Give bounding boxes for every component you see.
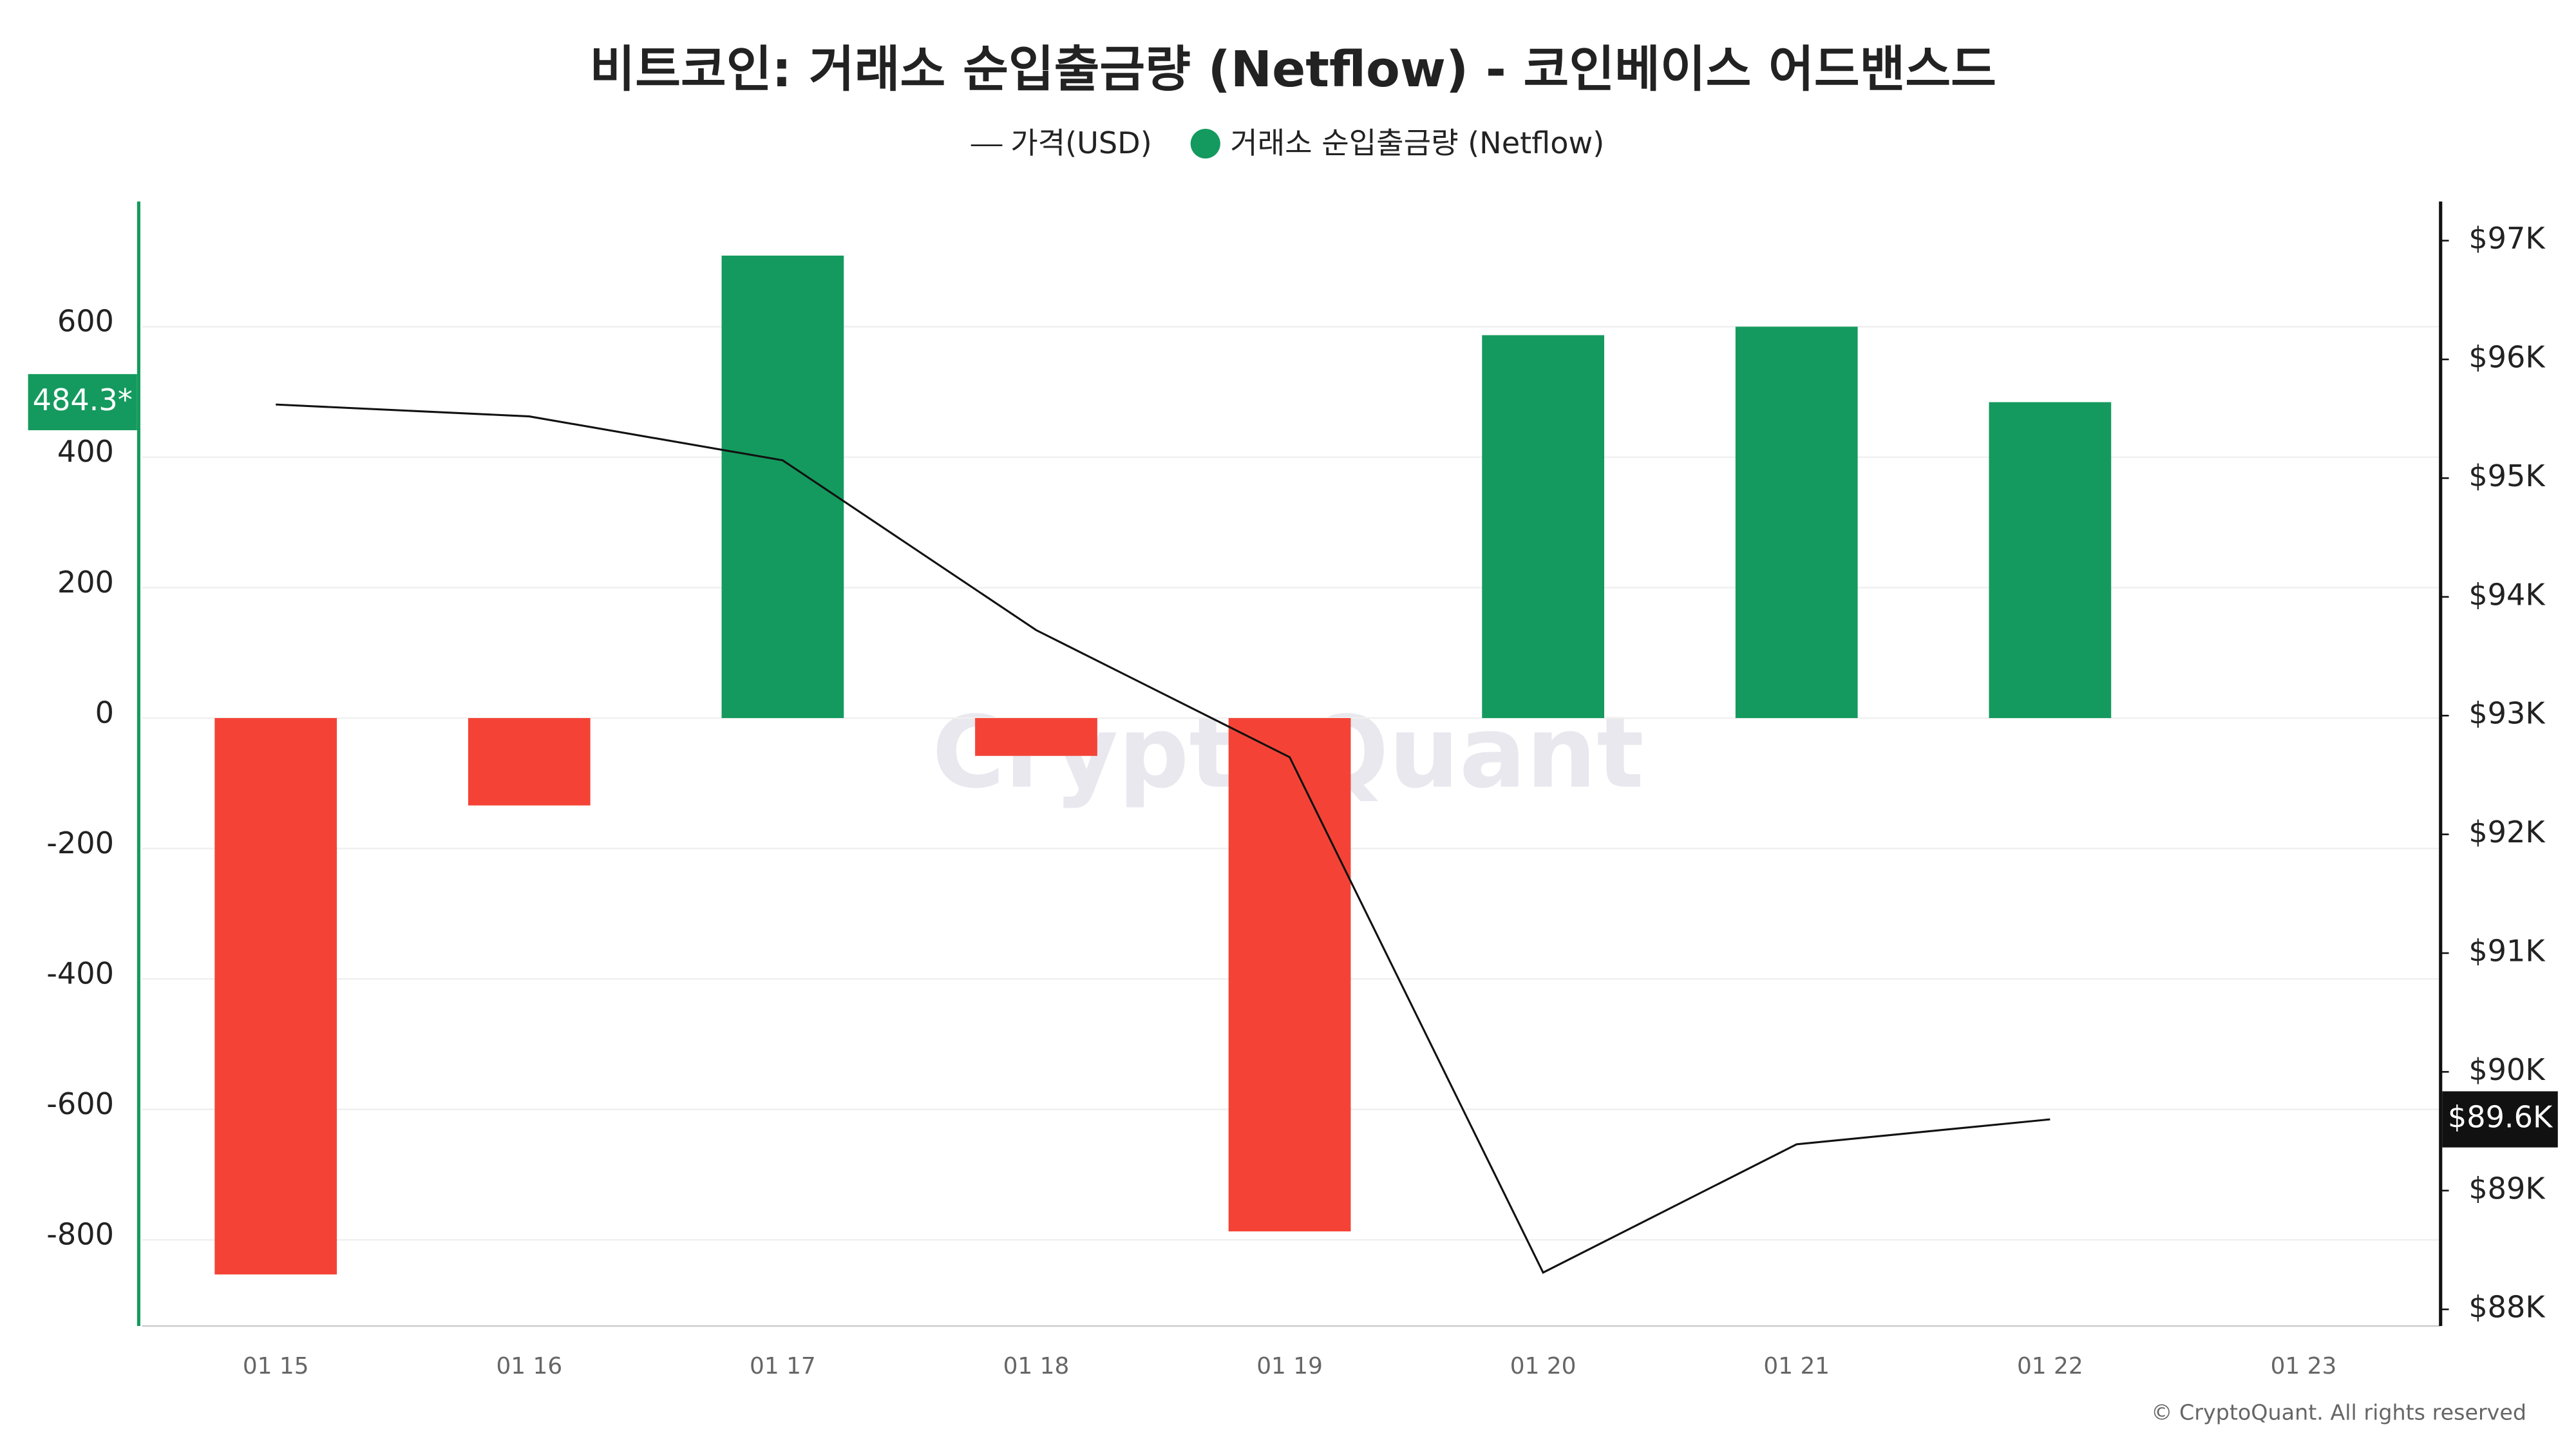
x-tick-label: 01 23 (2271, 1353, 2337, 1379)
bar (468, 717, 591, 806)
x-tick-label: 01 19 (1256, 1353, 1323, 1379)
y2-tick-label: $97K (2468, 221, 2546, 256)
price-label-box (2442, 1091, 2558, 1148)
y-tick-label: 0 (95, 695, 114, 730)
netflow-label: 484.3* (33, 383, 133, 417)
x-tick-label: 01 20 (1510, 1353, 1577, 1379)
x-tick-label: 01 15 (243, 1353, 309, 1379)
price-label: $89.6K (2448, 1100, 2553, 1135)
y2-tick-label: $94K (2468, 577, 2546, 612)
y2-tick-label: $89K (2468, 1171, 2546, 1206)
y2-tick-label: $95K (2468, 459, 2546, 493)
y2-tick-label: $88K (2468, 1290, 2546, 1325)
y-tick-label: 600 (57, 304, 114, 339)
y-tick-label: 400 (57, 434, 114, 469)
legend: 가격(USD) 거래소 순입출금량 (Netflow) (971, 126, 1604, 160)
legend-dot-swatch (1190, 129, 1220, 159)
y2-tick-label: $92K (2468, 815, 2546, 849)
bar (214, 717, 337, 1274)
bar (721, 255, 844, 718)
y-tick-label: -800 (46, 1217, 114, 1252)
y-tick-label: -400 (46, 956, 114, 991)
legend-label: 가격(USD) (1010, 126, 1152, 160)
x-tick-label: 01 21 (1763, 1353, 1830, 1379)
bar (1228, 717, 1351, 1232)
x-tick-label: 01 17 (750, 1353, 816, 1379)
y2-tick-label: $96K (2468, 340, 2546, 375)
bar (1482, 335, 1605, 718)
y2-tick-label: $93K (2468, 696, 2546, 731)
bar (1735, 327, 1858, 718)
legend-label: 거래소 순입출금량 (Netflow) (1230, 126, 1604, 160)
y2-tick-label: $91K (2468, 933, 2546, 968)
x-tick-label: 01 22 (2017, 1353, 2083, 1379)
copyright: © CryptoQuant. All rights reserved (2151, 1399, 2526, 1425)
bar (975, 717, 1097, 756)
bar (1989, 402, 2112, 718)
price-line (276, 403, 2050, 1274)
y-tick-label: -200 (46, 826, 114, 860)
y-tick-label: -600 (46, 1086, 114, 1121)
y-tick-label: 200 (57, 565, 114, 600)
netflow-label-box (28, 374, 137, 431)
y2-tick-label: $90K (2468, 1052, 2546, 1087)
x-tick-label: 01 18 (1003, 1353, 1070, 1379)
chart-title: 비트코인: 거래소 순입출금량 (Netflow) - 코인베이스 어드밴스드 (590, 41, 1996, 99)
x-tick-label: 01 16 (496, 1353, 562, 1379)
